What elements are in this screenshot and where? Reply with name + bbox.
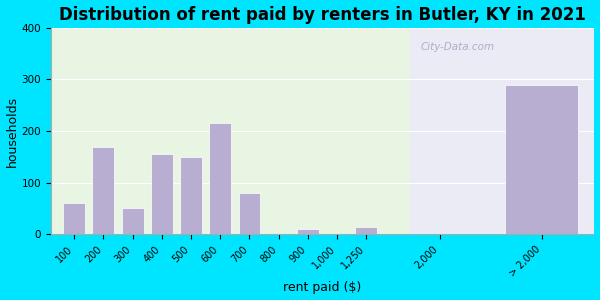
Bar — [180, 157, 202, 234]
Bar — [151, 154, 173, 234]
Bar — [297, 229, 319, 234]
Y-axis label: households: households — [5, 95, 19, 167]
Text: City-Data.com: City-Data.com — [421, 42, 494, 52]
Bar — [410, 28, 595, 234]
Title: Distribution of rent paid by renters in Butler, KY in 2021: Distribution of rent paid by renters in … — [59, 6, 586, 24]
Bar — [239, 193, 260, 234]
Bar — [209, 123, 231, 234]
Bar — [122, 208, 143, 234]
Bar — [355, 226, 377, 234]
Bar — [63, 203, 85, 234]
Bar — [50, 28, 410, 234]
Bar — [505, 85, 578, 234]
Bar — [92, 147, 114, 234]
X-axis label: rent paid ($): rent paid ($) — [283, 281, 362, 294]
